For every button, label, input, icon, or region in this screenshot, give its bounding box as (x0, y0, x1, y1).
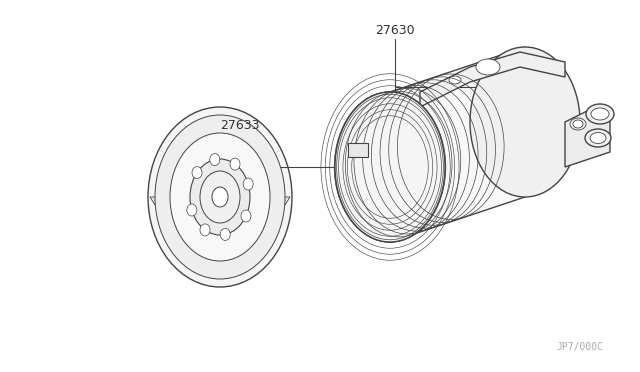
Ellipse shape (585, 129, 611, 147)
Text: 27630: 27630 (375, 24, 415, 37)
Ellipse shape (187, 204, 197, 216)
Ellipse shape (148, 107, 292, 287)
Polygon shape (390, 47, 525, 242)
Ellipse shape (200, 224, 210, 236)
Polygon shape (150, 197, 290, 205)
Ellipse shape (335, 92, 445, 242)
Polygon shape (565, 107, 610, 167)
Ellipse shape (230, 158, 240, 170)
Ellipse shape (470, 47, 580, 197)
Ellipse shape (476, 59, 500, 75)
Ellipse shape (449, 76, 461, 84)
Text: JP7/000C: JP7/000C (557, 342, 604, 352)
Ellipse shape (192, 167, 202, 179)
FancyBboxPatch shape (348, 143, 368, 157)
Ellipse shape (212, 187, 228, 207)
Ellipse shape (155, 115, 285, 279)
Ellipse shape (335, 92, 445, 242)
Ellipse shape (243, 178, 253, 190)
Ellipse shape (573, 120, 583, 128)
Ellipse shape (241, 210, 251, 222)
Ellipse shape (570, 118, 586, 130)
Ellipse shape (220, 228, 230, 240)
Ellipse shape (170, 133, 270, 261)
Polygon shape (420, 52, 565, 107)
Ellipse shape (586, 104, 614, 124)
Text: 27633: 27633 (220, 119, 260, 132)
Ellipse shape (190, 159, 250, 235)
Ellipse shape (200, 171, 240, 223)
Ellipse shape (591, 108, 609, 120)
Ellipse shape (590, 132, 606, 144)
Ellipse shape (210, 154, 220, 166)
